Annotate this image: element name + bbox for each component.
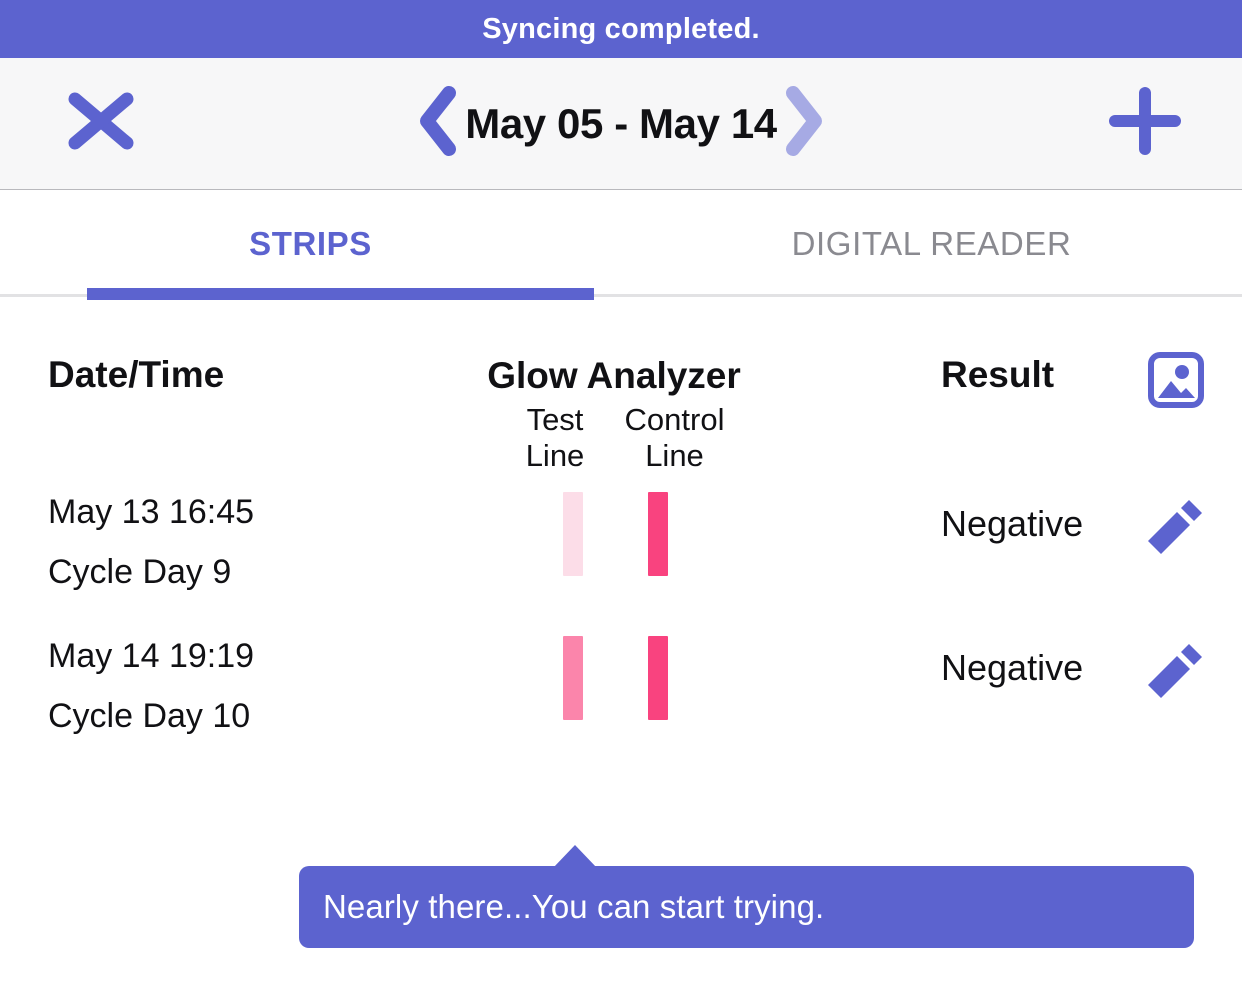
strips-table: Date/Time Glow Analyzer Result Test Line: [0, 297, 1242, 750]
test-line-indicator: [563, 636, 583, 720]
close-button[interactable]: [62, 90, 140, 158]
pencil-edit-icon: [1146, 500, 1206, 560]
subheader-control-line-word1: Control: [624, 402, 725, 437]
control-line-indicator: [648, 492, 668, 576]
sync-status-banner: Syncing completed.: [0, 0, 1242, 58]
subheader-test-line-word1: Test: [526, 402, 584, 437]
column-header-result: Result: [941, 354, 1055, 395]
photo-view-button[interactable]: [1148, 352, 1204, 408]
sync-status-text: Syncing completed.: [482, 12, 760, 45]
row-cycle-day: Cycle Day 9: [48, 553, 232, 591]
subheader-control-line-word2: Line: [645, 438, 704, 473]
column-header-date-time: Date/Time: [48, 354, 225, 395]
row-result: Negative: [941, 647, 1084, 688]
subheader-test-line-word2: Line: [525, 438, 585, 473]
test-line-indicator: [563, 492, 583, 576]
column-header-analyzer-label: Glow Analyzer: [487, 355, 741, 396]
row-datetime: May 14 19:19: [48, 637, 255, 675]
tooltip-message: Nearly there...You can start trying.: [323, 888, 825, 925]
edit-entry-button[interactable]: [1146, 640, 1206, 700]
previous-period-button[interactable]: [415, 85, 463, 162]
control-line-indicator: [648, 636, 668, 720]
tab-digital-reader-label: DIGITAL READER: [791, 224, 1072, 262]
chevron-left-icon: [417, 85, 461, 162]
tab-strips[interactable]: STRIPS: [0, 190, 621, 300]
row-datetime: May 13 16:45: [48, 493, 255, 531]
tab-bar: STRIPS DIGITAL READER: [0, 190, 1242, 300]
chevron-right-icon: [781, 85, 825, 162]
row-cycle-day: Cycle Day 10: [48, 697, 251, 735]
subheader-control-line: Control Line: [617, 402, 732, 474]
table-header: Date/Time Glow Analyzer Result Test Line: [0, 297, 1242, 473]
column-header-analyzer: Glow Analyzer: [0, 355, 1242, 397]
image-photo-icon: [1148, 352, 1204, 412]
close-x-icon: [65, 89, 137, 158]
guidance-tooltip[interactable]: Nearly there...You can start trying.: [299, 866, 1194, 948]
date-range-navigator: May 05 - May 14: [0, 85, 1242, 162]
date-range-label: May 05 - May 14: [465, 99, 777, 147]
table-row[interactable]: May 14 19:19 Cycle Day 10 Negative: [0, 606, 1242, 750]
edit-entry-button[interactable]: [1146, 496, 1206, 556]
row-result: Negative: [941, 503, 1084, 544]
tab-strips-label: STRIPS: [249, 224, 372, 262]
add-entry-button[interactable]: [1106, 85, 1184, 162]
pencil-edit-icon: [1146, 644, 1206, 704]
subheader-test-line: Test Line: [519, 402, 591, 474]
tab-digital-reader[interactable]: DIGITAL READER: [621, 190, 1242, 297]
table-row[interactable]: May 13 16:45 Cycle Day 9 Negative: [0, 462, 1242, 606]
next-period-button[interactable]: [779, 85, 827, 162]
tooltip-pointer: [553, 845, 597, 868]
date-navigation-bar: May 05 - May 14: [0, 58, 1242, 190]
plus-icon: [1107, 85, 1183, 162]
